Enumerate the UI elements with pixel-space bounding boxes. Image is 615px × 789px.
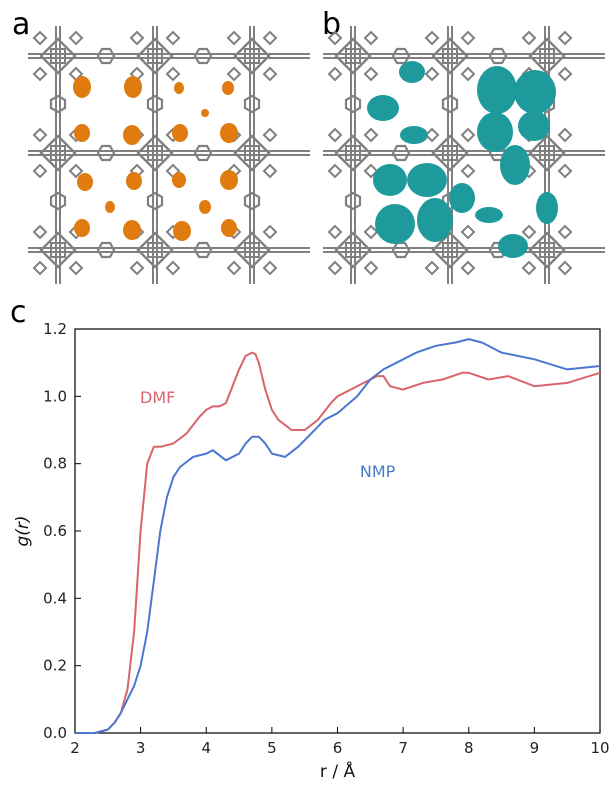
y-tick-label: 0.0 [43,724,67,742]
x-tick-label: 8 [464,739,474,757]
x-tick-label: 7 [398,739,408,757]
y-tick-label: 0.6 [43,522,67,540]
chart-annotations: DMF NMP [140,388,396,481]
y-tick-label: 0.8 [43,455,67,473]
x-axis-label: r / Å [320,760,356,782]
panel-label-a: a [12,7,31,42]
series-label-dmf: DMF [140,388,175,407]
panel-label-c: c [10,295,27,330]
framework-density-image-dmf [28,26,310,284]
y-axis-label: g(r) [13,515,33,546]
series-line-dmf [75,351,601,734]
density-isosurfaces-nmp [367,61,558,258]
series-label-nmp: NMP [360,462,396,481]
y-tick-label: 0.2 [43,657,67,675]
density-isosurfaces-dmf [73,76,238,241]
rdf-chart: 2 3 4 5 6 7 8 9 10 0.0 0.2 0.4 0.6 0.8 1.0 1.2 DMF NMP r… [13,320,610,782]
x-tick-label: 10 [590,739,609,757]
y-tick-label: 0.4 [43,589,67,607]
framework-density-image-nmp [323,26,605,284]
chart-axes: 2 3 4 5 6 7 8 9 10 0.0 0.2 0.4 0.6 0.8 1.0 1.2 [43,320,609,757]
x-tick-label: 5 [267,739,277,757]
x-tick-label: 3 [136,739,146,757]
x-tick-label: 2 [70,739,80,757]
framework-structure [28,26,310,284]
framework-structure [323,26,605,284]
x-tick-label: 6 [333,739,343,757]
x-tick-label: 4 [201,739,211,757]
series-line-nmp [75,338,601,734]
y-tick-label: 1.2 [43,320,67,338]
chart-series [75,338,601,734]
x-tick-label: 9 [530,739,540,757]
y-tick-label: 1.0 [43,387,67,405]
